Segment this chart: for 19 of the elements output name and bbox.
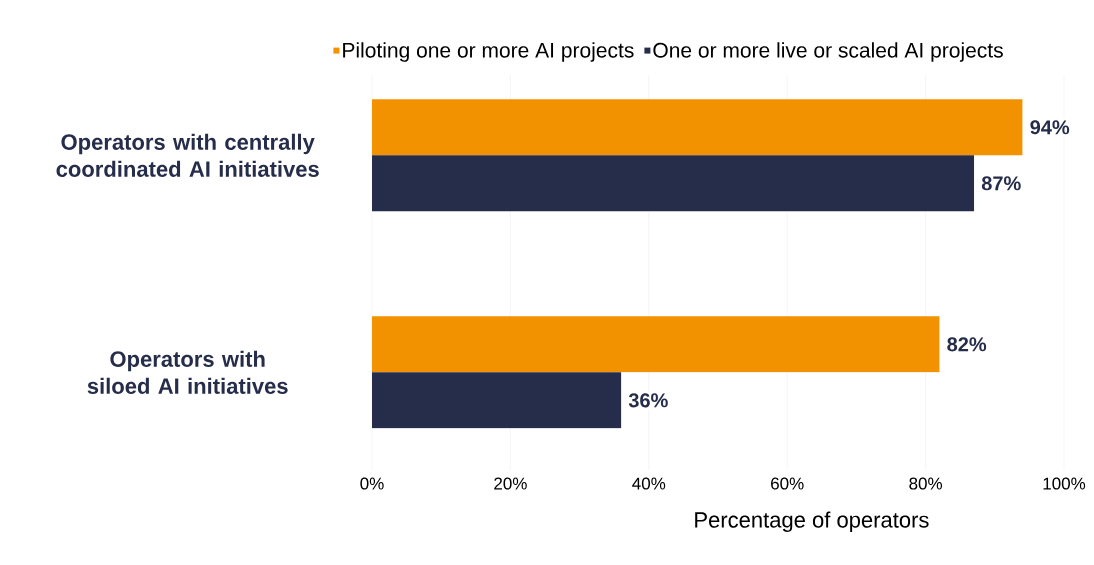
- data-label: 82%: [947, 337, 987, 352]
- x-tick-label: 60%: [771, 477, 804, 490]
- x-tick-label: 40%: [632, 477, 666, 490]
- x-tick-label: 20%: [494, 477, 527, 490]
- legend-label: Piloting one or more AI projects: [343, 42, 634, 62]
- legend-label: One or more live or scaled AI projects: [653, 42, 1003, 62]
- data-label: 87%: [981, 176, 1021, 191]
- data-label: 36%: [628, 393, 668, 408]
- bar: [372, 155, 975, 212]
- x-tick-label: 0%: [360, 477, 384, 490]
- x-tick-label: 80%: [909, 477, 943, 490]
- bar: [372, 372, 622, 429]
- bar: [372, 99, 1023, 156]
- x-tick-label: 100%: [1043, 477, 1086, 490]
- y-tick-label: Operators with siloed AI initiatives: [87, 350, 288, 394]
- bar: [372, 316, 940, 373]
- y-tick-label: Operators with centrally coordinated AI initiatives: [56, 133, 319, 177]
- x-axis-title: Percentage of operators: [695, 511, 929, 533]
- data-label: 94%: [1030, 120, 1070, 135]
